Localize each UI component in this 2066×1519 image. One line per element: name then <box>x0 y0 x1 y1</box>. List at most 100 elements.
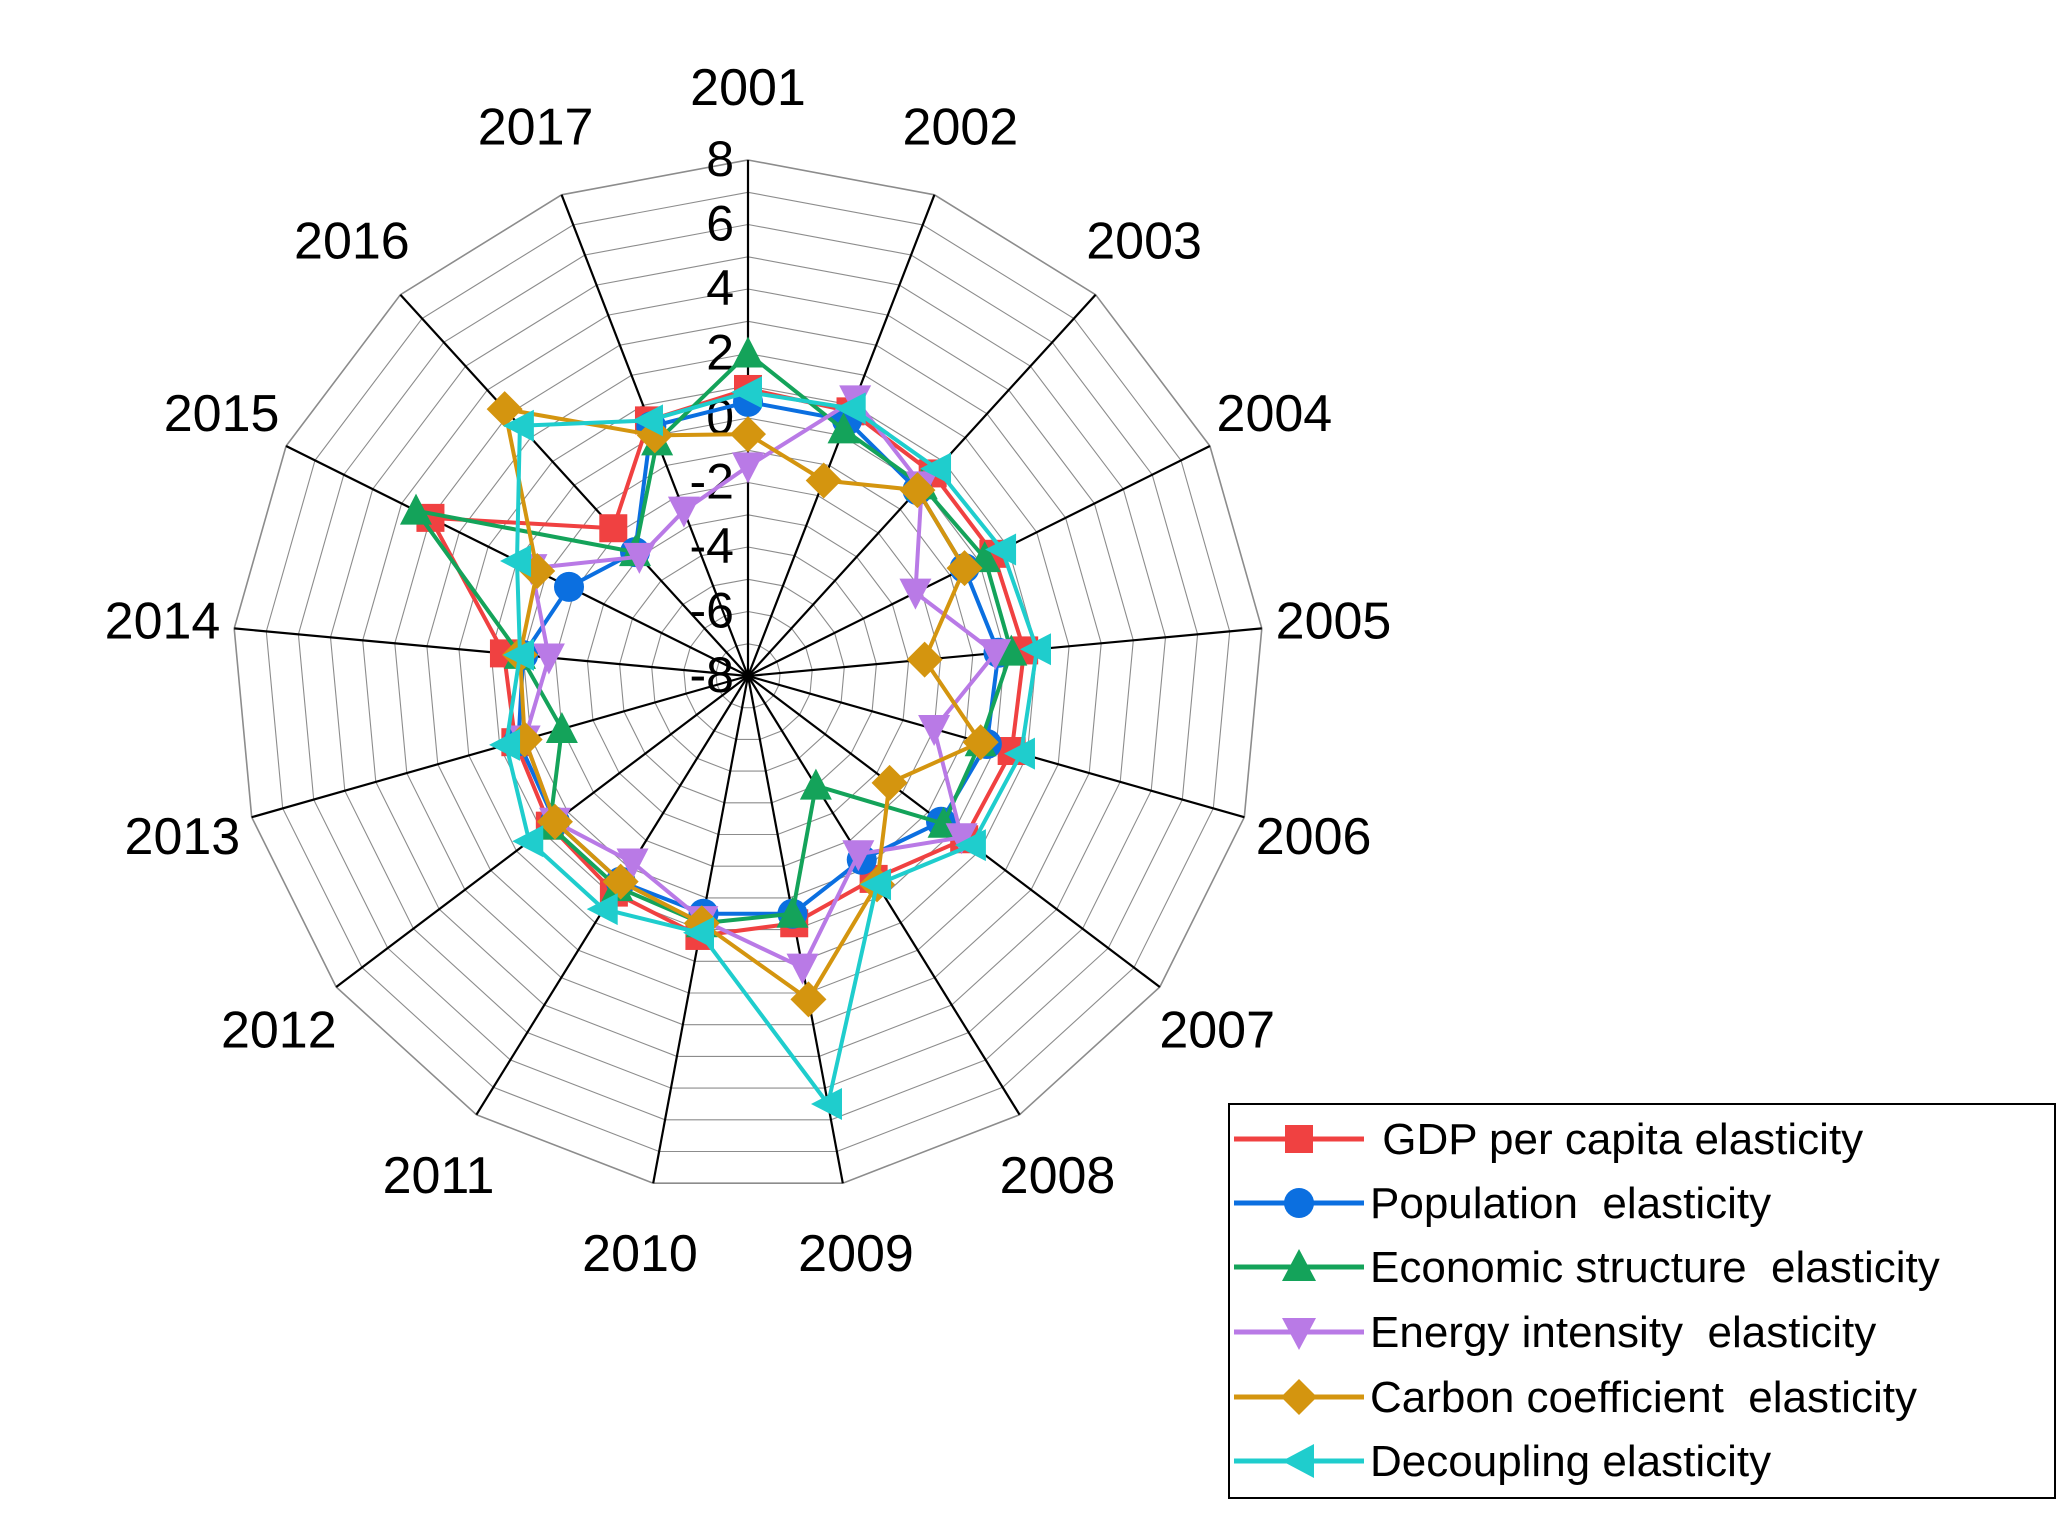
data-point-decoupling <box>502 409 534 442</box>
data-point-decoupling <box>631 404 663 437</box>
category-label: 2012 <box>221 1001 337 1059</box>
legend-item-energy-intensity: Energy intensity elasticity <box>1230 1300 2054 1364</box>
data-point-energy-intensity <box>918 714 951 746</box>
data-series <box>400 336 1052 1120</box>
data-point-decoupling <box>810 1087 842 1120</box>
data-point-gdp-per-capita <box>599 514 628 543</box>
data-point-energy-intensity <box>899 578 932 610</box>
legend-swatch-decoupling <box>1234 1444 1364 1478</box>
grid-ring <box>362 288 1134 1057</box>
category-label: 2003 <box>1086 213 1202 271</box>
category-label: 2002 <box>903 99 1019 157</box>
data-point-population <box>554 571 585 602</box>
category-labels: 2001 2002 2003 2004 2005 2006 2007 2008 2009 2010… <box>105 59 1392 1283</box>
legend-item-gdp: GDP per capita elasticity <box>1230 1107 2054 1171</box>
data-point-decoupling <box>1020 633 1052 666</box>
data-point-energy-intensity <box>786 953 819 985</box>
legend-item-population: Population elasticity <box>1230 1171 2054 1235</box>
data-point-energy-intensity <box>979 639 1012 671</box>
data-point-decoupling <box>985 533 1017 566</box>
tick-label: 4 <box>706 260 734 316</box>
grid-ring <box>394 320 1102 1026</box>
category-label: 2005 <box>1276 593 1392 651</box>
grid-ring <box>683 610 813 740</box>
data-point-energy-intensity <box>623 542 656 574</box>
legend-label-gdp: GDP per capita elasticity <box>1370 1115 1864 1164</box>
category-label: 2015 <box>164 385 280 443</box>
grid-ring <box>458 385 1038 962</box>
data-point-economic-structure <box>545 711 578 743</box>
data-point-energy-intensity <box>532 643 565 675</box>
legend-swatch-economic-structure <box>1234 1249 1364 1281</box>
data-point-decoupling <box>586 893 618 926</box>
data-point-decoupling <box>512 825 544 858</box>
legend-label-decoupling: Decoupling elasticity <box>1370 1437 1772 1486</box>
data-point-decoupling <box>489 728 521 761</box>
category-label: 2014 <box>105 593 221 651</box>
category-label: 2017 <box>478 99 594 157</box>
legend-label-carbon-coefficient: Carbon coefficient elasticity <box>1370 1373 1918 1422</box>
data-point-economic-structure <box>799 768 832 800</box>
tick-label: -8 <box>690 647 734 703</box>
axis-spoke <box>399 293 749 677</box>
data-point-decoupling <box>500 544 532 577</box>
data-point-carbon-coefficient <box>536 803 573 840</box>
legend-item-decoupling: Decoupling elasticity <box>1230 1429 2054 1493</box>
data-point-carbon-coefficient <box>946 550 983 587</box>
data-point-decoupling <box>731 376 762 409</box>
grid-ring <box>715 643 781 709</box>
data-point-energy-intensity <box>667 496 700 528</box>
data-point-carbon-coefficient <box>906 641 943 678</box>
tick-label: 8 <box>706 131 734 187</box>
data-point-economic-structure <box>732 336 764 368</box>
legend-swatch-energy-intensity <box>1234 1318 1364 1350</box>
data-point-economic-structure <box>776 896 809 928</box>
data-point-energy-intensity <box>616 848 649 880</box>
grid-ring <box>329 256 1167 1089</box>
data-point-carbon-coefficient <box>962 724 999 761</box>
data-point-decoupling <box>954 829 986 862</box>
data-point-carbon-coefficient <box>486 391 523 428</box>
data-point-carbon-coefficient <box>805 462 842 499</box>
series-line-economic-structure <box>414 351 1014 926</box>
legend-swatch-carbon-coefficient <box>1234 1379 1364 1415</box>
grid-ring <box>651 578 845 772</box>
grid-ring <box>586 514 910 836</box>
data-point-decoupling <box>920 452 952 485</box>
tick-label: -4 <box>690 518 734 574</box>
legend-label-economic-structure: Economic structure elasticity <box>1370 1243 1940 1292</box>
category-label: 2006 <box>1256 808 1372 866</box>
data-point-carbon-coefficient <box>871 764 908 801</box>
legend-swatch-population <box>1234 1188 1364 1218</box>
legend-label-population: Population elasticity <box>1370 1179 1772 1228</box>
series-line-carbon-coefficient <box>502 407 983 1002</box>
data-point-carbon-coefficient <box>899 472 936 509</box>
data-point-energy-intensity <box>945 823 978 855</box>
radar-axes <box>234 160 1262 1184</box>
grid-ring <box>619 546 877 804</box>
category-label: 2013 <box>125 808 241 866</box>
data-point-economic-structure <box>995 634 1028 666</box>
category-label: 2016 <box>294 213 410 271</box>
data-point-decoupling <box>834 392 866 425</box>
data-point-carbon-coefficient <box>730 416 766 453</box>
category-label: 2009 <box>798 1225 914 1283</box>
data-point-energy-intensity <box>732 452 764 484</box>
legend-swatch-gdp <box>1234 1125 1364 1153</box>
data-point-decoupling <box>503 638 535 671</box>
data-point-decoupling <box>860 868 892 901</box>
category-label: 2010 <box>582 1225 698 1283</box>
legend-item-carbon-coefficient: Carbon coefficient elasticity <box>1230 1365 2054 1429</box>
data-point-economic-structure <box>400 493 433 525</box>
category-label: 2008 <box>1000 1147 1116 1205</box>
grid-ring <box>297 223 1199 1121</box>
grid-ring <box>233 159 1263 1184</box>
data-point-energy-intensity <box>842 840 875 872</box>
category-label: 2001 <box>690 59 806 117</box>
data-point-decoupling <box>683 916 715 949</box>
category-label: 2004 <box>1217 385 1333 443</box>
series-decoupling <box>489 376 1052 1120</box>
category-label: 2007 <box>1159 1001 1275 1059</box>
data-point-carbon-coefficient <box>506 721 543 758</box>
